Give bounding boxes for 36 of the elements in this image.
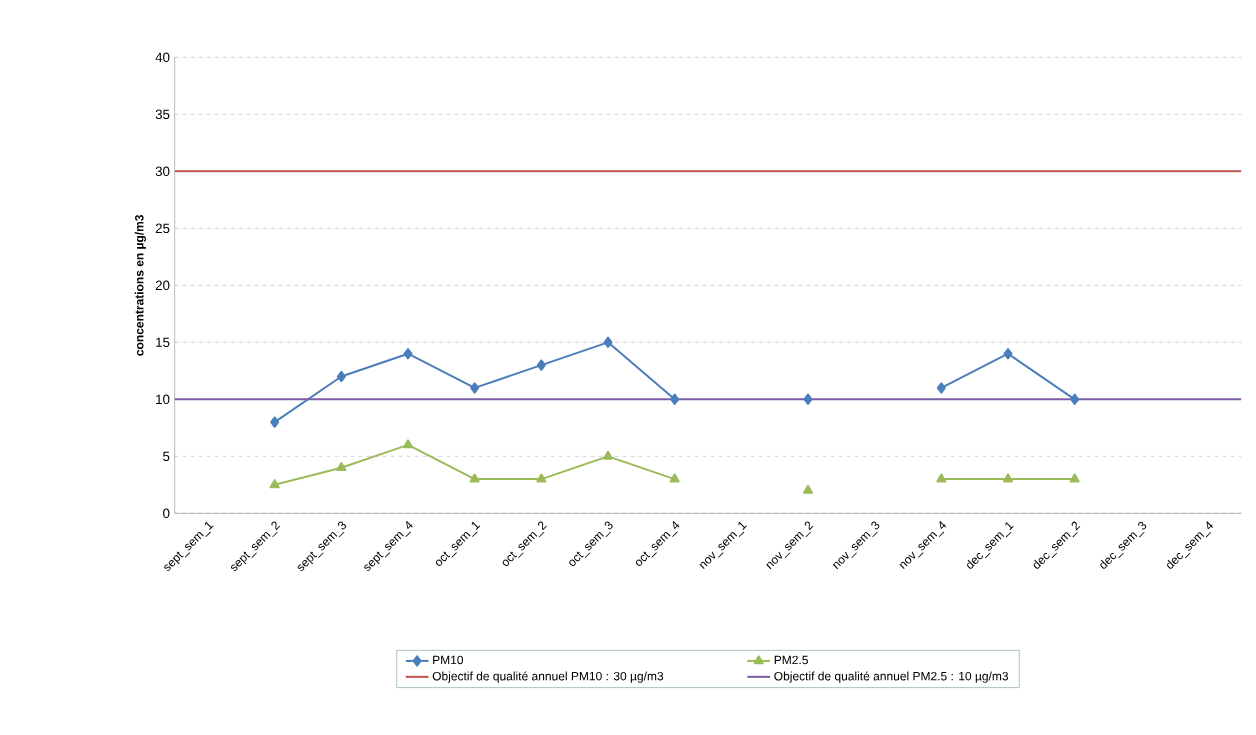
point	[669, 473, 680, 483]
point	[470, 382, 480, 394]
point	[602, 450, 614, 460]
y-tick-label: 35	[155, 109, 170, 120]
legend-label: Objectif de qualité annuel PM10 : 30 µg/m3	[432, 671, 664, 683]
y-tick-label: 5	[163, 451, 170, 462]
point	[536, 473, 547, 483]
point	[336, 371, 346, 383]
point	[1070, 393, 1080, 406]
point	[536, 359, 546, 371]
y-tick-label: 10	[156, 394, 170, 405]
point	[936, 473, 947, 483]
point	[1003, 348, 1013, 360]
legend-label: PM10	[433, 655, 464, 665]
y-tick-label: 0	[163, 508, 170, 519]
y-tick-label: 40	[155, 52, 170, 63]
y-tick-label: 30	[155, 166, 170, 177]
point	[803, 393, 813, 406]
point	[402, 439, 414, 449]
point	[936, 382, 946, 394]
point	[269, 479, 280, 489]
point	[670, 393, 680, 406]
point	[1002, 473, 1014, 483]
legend-label: PM2.5	[774, 655, 808, 665]
y-tick-label: 20	[155, 280, 170, 291]
point	[469, 473, 480, 483]
y-tick-label: 25	[155, 223, 170, 234]
point	[336, 462, 347, 472]
y-axis-title: concentrations en µg/m3	[134, 215, 146, 356]
legend-label: Objectif de qualité annuel PM2.5 : 10 µg/m3	[774, 671, 1009, 683]
point	[1069, 473, 1080, 483]
point	[603, 336, 613, 349]
point	[270, 416, 280, 428]
point	[403, 348, 413, 360]
point	[802, 485, 814, 495]
y-tick-label: 15	[156, 337, 170, 348]
